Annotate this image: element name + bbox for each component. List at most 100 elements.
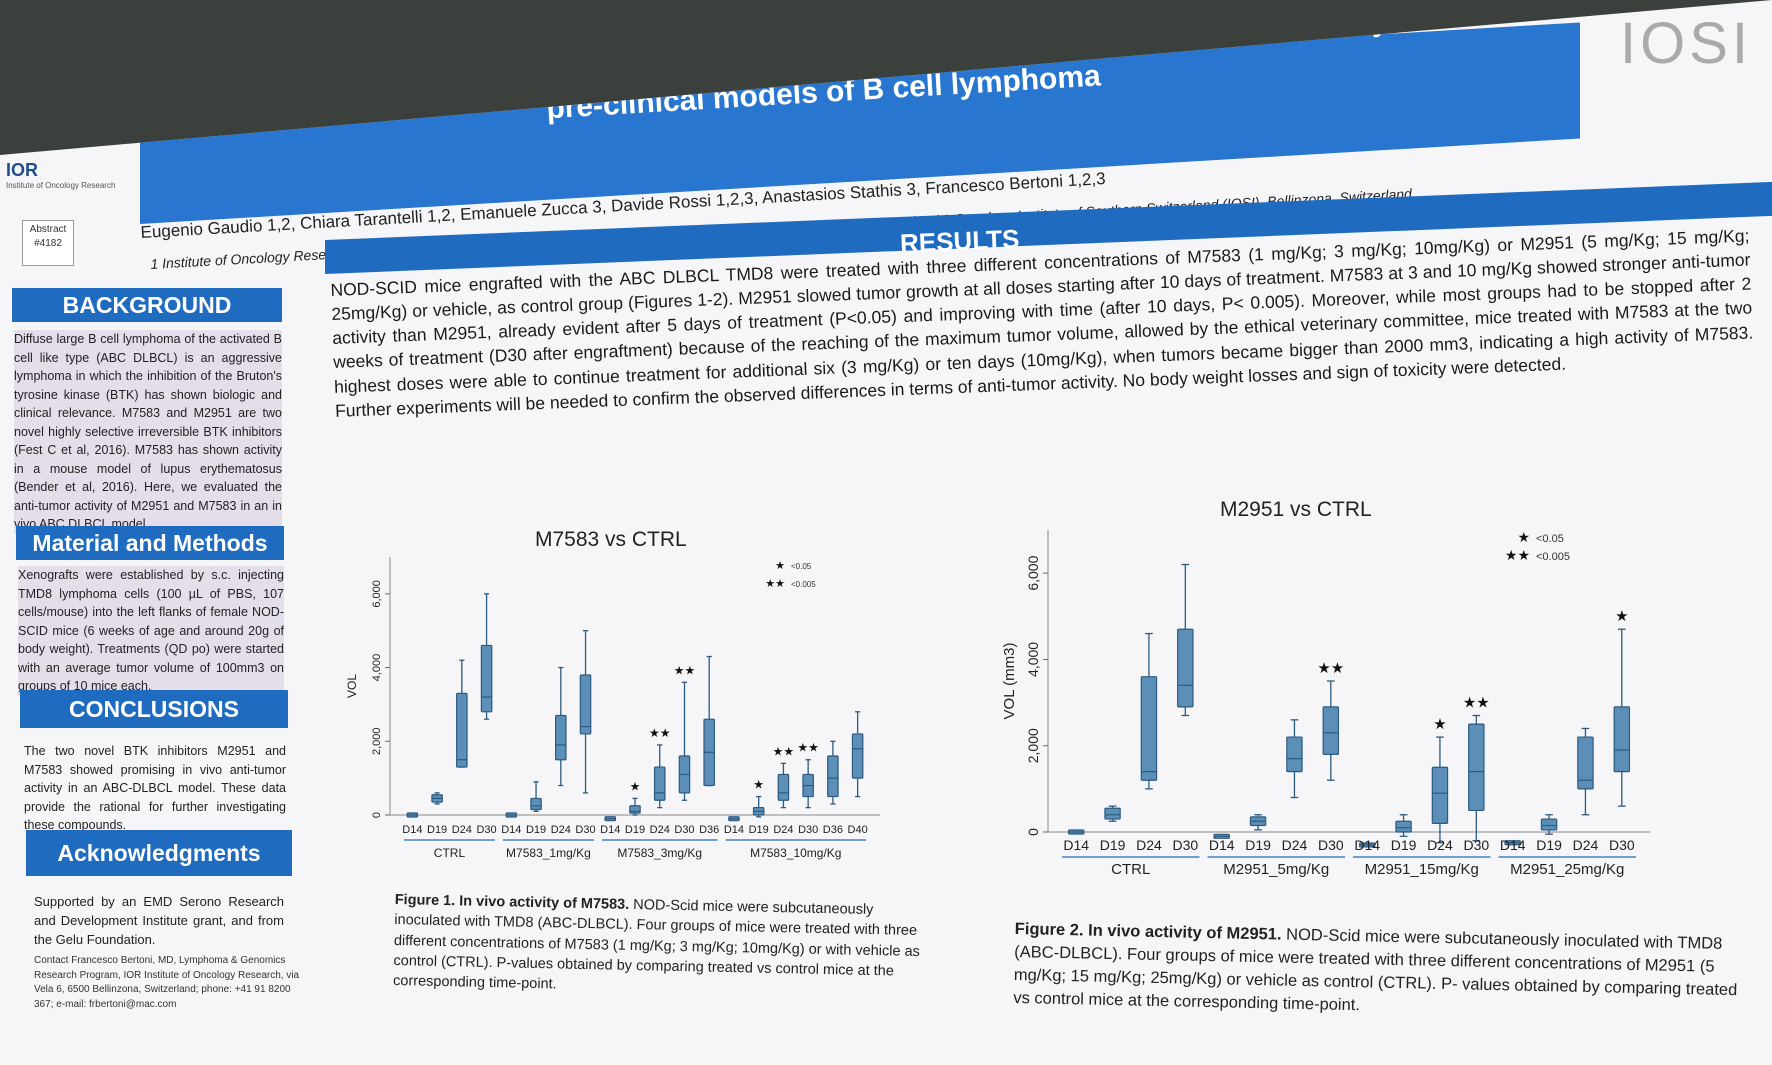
abstract-number-box: Abstract #4182	[22, 220, 74, 266]
ior-logo-subtitle: Institute of Oncology Research	[6, 181, 116, 190]
significance-mark: ★	[753, 778, 764, 792]
ior-logo-text: IOR	[6, 160, 39, 180]
x-tick-label: D30	[1463, 837, 1489, 853]
box	[579, 674, 592, 735]
x-tick-label: D14	[600, 824, 620, 836]
x-tick-label: D30	[1609, 837, 1635, 853]
y-tick-label: 0	[1025, 828, 1041, 836]
box	[653, 766, 666, 801]
x-tick-label: D14	[1500, 837, 1526, 853]
x-tick-label: D19	[625, 824, 645, 836]
x-tick-label: D24	[452, 824, 472, 836]
box	[1322, 706, 1340, 755]
x-tick-label: D24	[1573, 837, 1599, 853]
y-axis-label: VOL	[345, 674, 359, 698]
x-tick-label: D19	[427, 824, 447, 836]
x-tick-label: D24	[551, 824, 571, 836]
y-tick-label: 6,000	[1025, 555, 1041, 590]
contact-info: Contact Francesco Bertoni, MD, Lymphoma …	[34, 955, 300, 1010]
x-tick-label: D19	[526, 824, 546, 836]
y-tick-label: 4,000	[371, 654, 383, 682]
group-label: M7583_3mg/Kg	[617, 846, 702, 860]
abstract-label: Abstract	[29, 224, 67, 235]
ior-logo: IOR Institute of Oncology Research	[6, 160, 115, 190]
legend-symbol: ★	[775, 560, 785, 572]
box	[1431, 766, 1449, 824]
box	[1104, 807, 1121, 820]
group-label: M7583_10mg/Kg	[750, 846, 841, 860]
box	[1140, 676, 1158, 781]
x-tick-label: D30	[1318, 837, 1344, 853]
x-tick-label: D24	[1136, 837, 1162, 853]
x-tick-label: D14	[402, 824, 422, 836]
x-tick-label: D30	[575, 824, 595, 836]
x-tick-label: D14	[1209, 837, 1235, 853]
box	[1395, 820, 1412, 833]
x-tick-label: D19	[1536, 837, 1562, 853]
box	[629, 805, 641, 814]
box	[827, 755, 839, 798]
x-tick-label: D19	[1100, 837, 1126, 853]
chart2-title: M2951 vs CTRL	[1220, 498, 1372, 521]
iosi-logo: IOSI	[1620, 10, 1752, 77]
x-tick-label: D36	[699, 824, 719, 836]
x-tick-label: D24	[650, 824, 670, 836]
significance-mark: ★	[630, 779, 641, 793]
x-tick-label: D19	[749, 824, 769, 836]
figure2-label: Figure 2. In vivo activity of M2951.	[1014, 919, 1282, 944]
box	[480, 644, 493, 713]
group-label: M7583_1mg/Kg	[506, 846, 591, 860]
group-label: M2951_5mg/Kg	[1223, 861, 1329, 878]
x-tick-label: D30	[476, 824, 496, 836]
legend-label: <0.05	[791, 562, 812, 571]
y-tick-label: 0	[371, 812, 383, 818]
group-label: CTRL	[434, 846, 466, 860]
acknowledgments-text: Supported by an EMD Serono Research and …	[34, 894, 284, 948]
x-tick-label: D24	[1282, 837, 1308, 853]
x-tick-label: D14	[1063, 837, 1089, 853]
figure1-label: Figure 1. In vivo activity of M7583.	[394, 891, 630, 913]
x-tick-label: D24	[773, 824, 793, 836]
significance-mark: ★★	[649, 726, 671, 740]
figure1-text: NOD-Scid mice were subcutaneously inocul…	[392, 896, 921, 993]
significance-mark: ★	[1615, 608, 1628, 625]
significance-mark: ★★	[797, 741, 819, 755]
box	[1613, 706, 1631, 773]
background-heading: BACKGROUND	[12, 288, 282, 322]
group-label: M2951_15mg/Kg	[1365, 861, 1479, 878]
x-tick-label: D14	[501, 824, 521, 836]
acknowledgments-heading: Acknowledgments	[26, 830, 292, 876]
box	[1540, 818, 1558, 831]
legend-symbol: ★★	[1505, 547, 1530, 563]
significance-mark: ★	[1433, 716, 1446, 733]
figure1-caption: Figure 1. In vivo activity of M7583. NOD…	[393, 890, 925, 1003]
significance-mark: ★★	[674, 663, 696, 677]
y-tick-label: 2,000	[1025, 728, 1041, 763]
x-tick-label: D19	[1245, 837, 1271, 853]
title-line-2: pre-clinical models of B cell lymphoma	[545, 58, 1102, 125]
conclusions-text: The two novel BTK inhibitors M2951 and M…	[24, 744, 286, 832]
legend-label: <0.005	[1536, 551, 1570, 563]
box	[456, 692, 468, 768]
chart1-title: M7583 vs CTRL	[535, 528, 687, 551]
box	[530, 797, 542, 811]
x-tick-label: D30	[798, 824, 818, 836]
legend-symbol: ★★	[765, 578, 785, 590]
significance-mark: ★★	[1317, 660, 1344, 677]
legend-symbol: ★	[1517, 529, 1530, 545]
methods-heading: Material and Methods	[16, 526, 284, 560]
conclusions-heading: CONCLUSIONS	[20, 690, 288, 728]
box	[1577, 736, 1594, 790]
box	[1468, 723, 1485, 812]
y-tick-label: 6,000	[371, 580, 383, 608]
y-tick-label: 2,000	[371, 728, 383, 756]
background-text: Diffuse large B cell lymphoma of the act…	[14, 330, 282, 534]
x-tick-label: D14	[1354, 837, 1380, 853]
iosi-logo-text: IOSI	[1620, 11, 1753, 76]
y-axis-label: VOL (mm3)	[1001, 643, 1018, 720]
abstract-number: #4182	[34, 238, 62, 249]
group-label: CTRL	[1111, 861, 1150, 878]
x-tick-label: D24	[1427, 837, 1453, 853]
